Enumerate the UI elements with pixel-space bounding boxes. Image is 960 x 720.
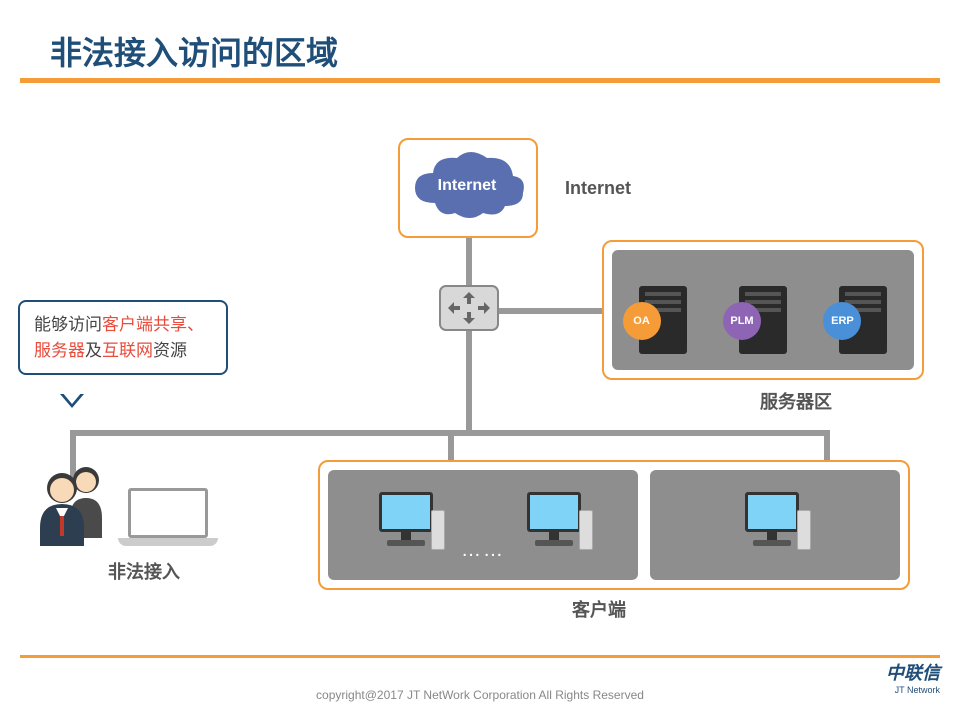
people-icon	[28, 458, 118, 553]
client-group-2	[650, 470, 900, 580]
server-erp: ERP	[833, 274, 893, 354]
callout-highlight-1: 客户端共享	[102, 315, 187, 334]
ellipsis: ……	[461, 539, 505, 562]
callout-highlight-3: 互联网	[102, 341, 153, 360]
callout-text-mid: 及	[85, 341, 102, 360]
client-zone-label: 客户端	[572, 596, 626, 622]
brand-logo: 中联信 JT Network	[886, 659, 940, 695]
access-callout: 能够访问客户端共享、服务器及互联网资源	[18, 300, 228, 375]
server-zone-inner: OA PLM ERP	[612, 250, 914, 370]
server-zone-label: 服务器区	[760, 388, 832, 414]
callout-sep: 、	[187, 315, 204, 334]
server-oa: OA	[633, 274, 693, 354]
illegal-access-label: 非法接入	[108, 558, 180, 584]
client-pc	[521, 492, 593, 562]
server-badge-oa: OA	[623, 302, 661, 340]
router-icon	[434, 280, 504, 335]
laptop-icon	[128, 488, 218, 546]
internet-cloud-icon: Internet	[405, 148, 530, 228]
client-pc	[739, 492, 811, 562]
page-title: 非法接入访问的区域	[50, 28, 338, 74]
client-pc	[373, 492, 445, 562]
copyright-text: copyright@2017 JT NetWork Corporation Al…	[0, 688, 960, 702]
svg-text:Internet: Internet	[438, 177, 497, 194]
divider-top	[20, 78, 940, 83]
logo-cn: 中联信	[886, 663, 940, 683]
callout-highlight-2: 服务器	[34, 341, 85, 360]
logo-en: JT Network	[886, 685, 940, 695]
network-diagram: Internet Internet OA PLM ERP 服务器区 ……	[0, 100, 960, 650]
client-group-1: ……	[328, 470, 638, 580]
server-badge-plm: PLM	[723, 302, 761, 340]
callout-text-pre: 能够访问	[34, 315, 102, 334]
callout-tail-inner	[62, 392, 82, 404]
internet-label: Internet	[565, 178, 631, 199]
server-plm: PLM	[733, 274, 793, 354]
divider-bottom	[20, 655, 940, 658]
callout-text-post: 资源	[153, 341, 187, 360]
